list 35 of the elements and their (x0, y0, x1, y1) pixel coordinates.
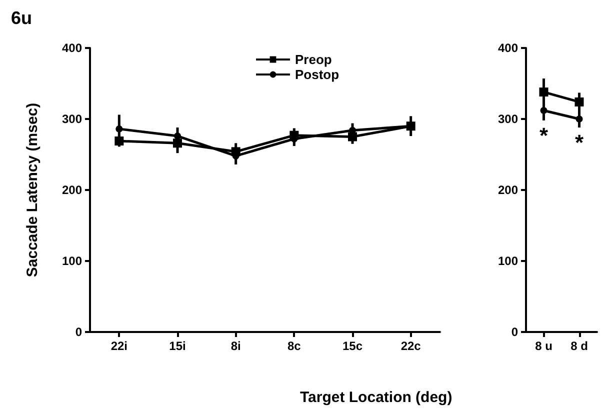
point (574, 97, 584, 106)
y-tick-label: 400 (62, 41, 82, 55)
x-tick-label: 8 d (570, 339, 588, 353)
y-tick-label: 300 (62, 112, 82, 126)
y-tick-label: 100 (62, 254, 82, 268)
x-tick-label: 15i (169, 339, 186, 353)
y-tick-label: 400 (498, 41, 518, 55)
x-axis-title: Target Location (deg) (300, 389, 452, 406)
point (290, 130, 299, 140)
y-axis-title: Saccade Latency (msec) (24, 102, 41, 278)
legend-label: Preop (295, 52, 332, 67)
x-tick-label: 22c (400, 339, 422, 353)
point (173, 138, 182, 148)
x-tick-label: 8i (230, 339, 241, 353)
point (116, 125, 123, 132)
point (406, 122, 416, 131)
x-tick-label: 15c (342, 339, 363, 353)
y-tick-label: 0 (75, 325, 82, 339)
point (231, 147, 240, 156)
chart-title: 6u (11, 8, 32, 28)
x-tick-label: 8c (287, 339, 302, 353)
y-tick-label: 0 (511, 325, 518, 339)
annotation: * (539, 122, 548, 148)
x-tick-label: 8 u (535, 339, 552, 353)
point (576, 116, 583, 122)
y-tick-label: 300 (498, 112, 518, 126)
point (540, 106, 548, 114)
point (539, 88, 548, 97)
x-tick-label: 22i (110, 339, 128, 353)
y-tick-label: 100 (498, 254, 518, 268)
legend-label: Postop (295, 67, 340, 82)
annotation: * (574, 130, 584, 156)
point (348, 132, 357, 142)
y-tick-label: 200 (62, 183, 82, 197)
y-tick-label: 200 (498, 183, 518, 197)
